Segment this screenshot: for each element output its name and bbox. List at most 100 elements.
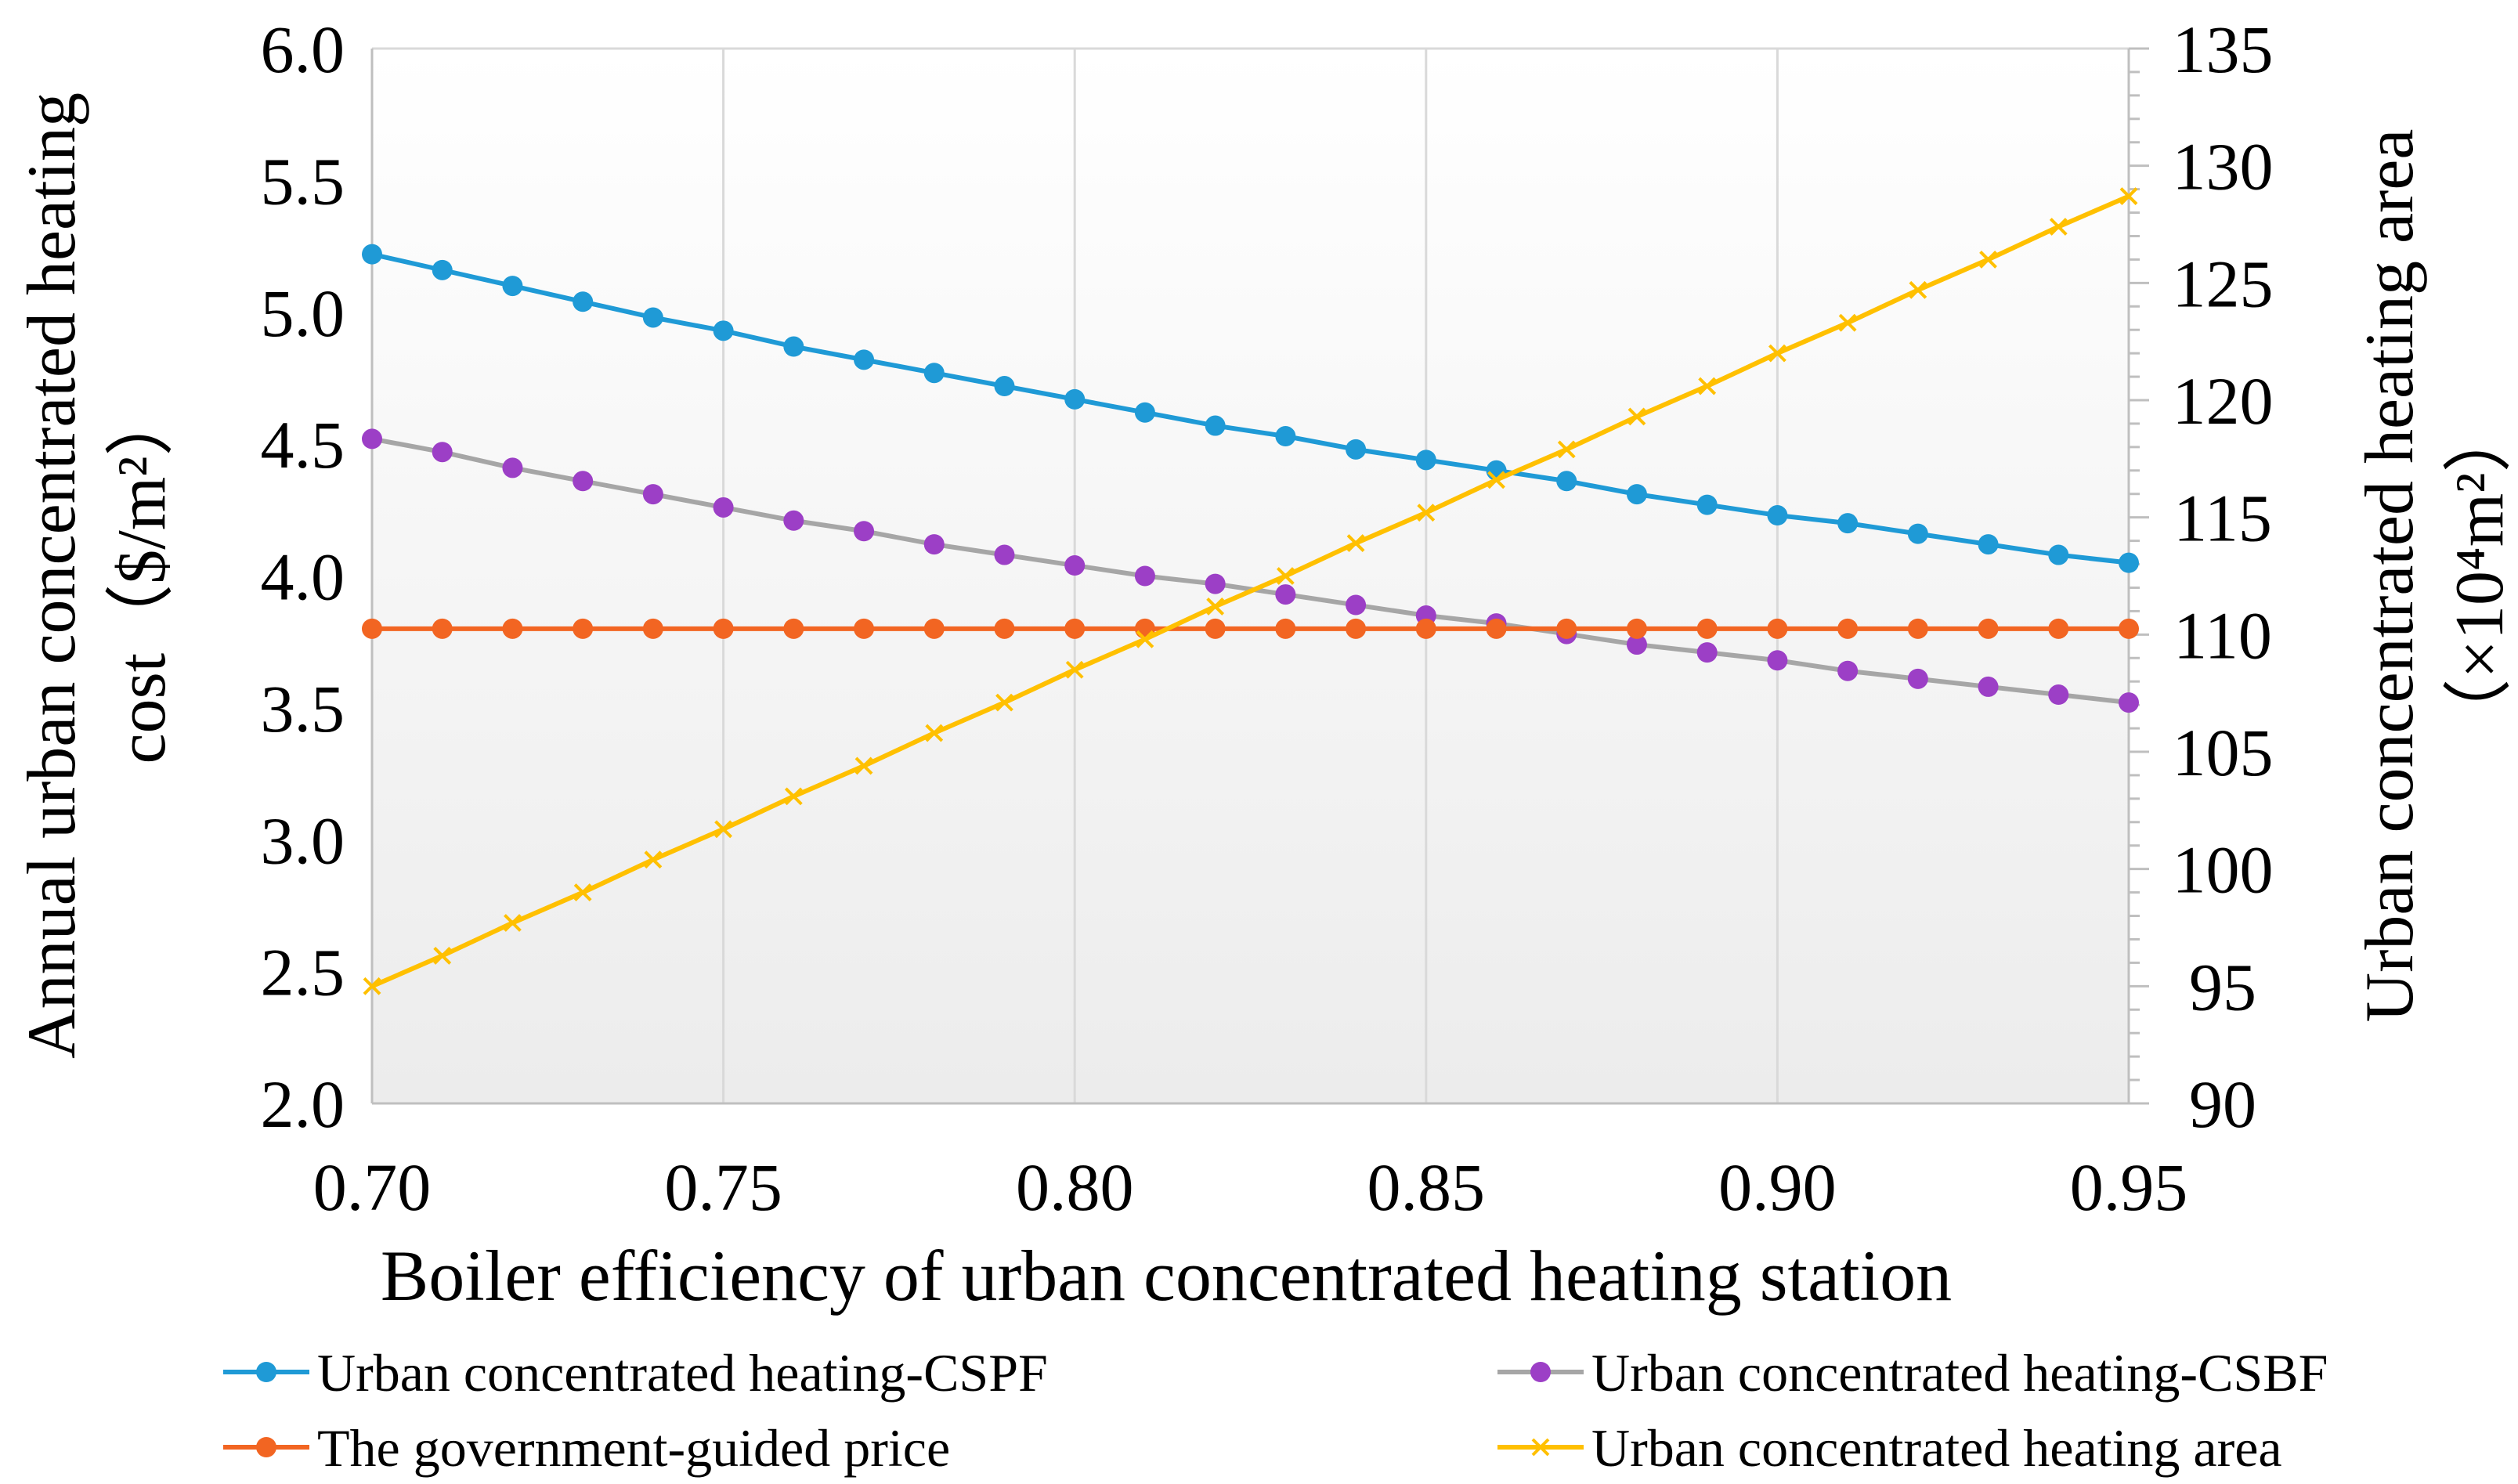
x-tick-label: 0.75 bbox=[664, 1150, 782, 1225]
data-point bbox=[502, 276, 523, 297]
legend-label: Urban concentrated heating area bbox=[1591, 1418, 2282, 1478]
data-point bbox=[432, 618, 453, 639]
y-left-tick-label: 3.5 bbox=[261, 671, 345, 746]
data-point bbox=[1837, 660, 1859, 681]
series-layer bbox=[362, 187, 2139, 995]
y-right-tick-label: 120 bbox=[2173, 363, 2274, 439]
legend-item: Urban concentrated heating-CSPF bbox=[223, 1343, 1048, 1403]
data-point bbox=[1556, 618, 1577, 639]
data-point bbox=[1907, 668, 1928, 689]
data-point bbox=[994, 618, 1015, 639]
data-point bbox=[1626, 618, 1647, 639]
data-point bbox=[1837, 513, 1859, 534]
data-point bbox=[923, 363, 945, 384]
y-left-tick-label: 4.0 bbox=[261, 540, 345, 615]
y-left-tick-label: 6.0 bbox=[261, 12, 345, 87]
legend-swatch-marker bbox=[256, 1362, 276, 1382]
data-point bbox=[2048, 544, 2069, 565]
legend-swatch-marker bbox=[1530, 1362, 1551, 1382]
data-point bbox=[1556, 471, 1577, 492]
data-point bbox=[1696, 642, 1718, 663]
y-right-tick-label: 105 bbox=[2173, 715, 2274, 790]
data-point bbox=[1415, 450, 1436, 471]
data-point bbox=[1557, 440, 1576, 459]
data-point bbox=[1978, 618, 1999, 639]
data-point bbox=[854, 521, 875, 542]
data-point bbox=[1979, 250, 1997, 269]
data-point bbox=[2049, 218, 2068, 236]
data-point bbox=[1346, 534, 1365, 553]
data-point bbox=[432, 442, 453, 463]
x-tick-label: 0.90 bbox=[1718, 1150, 1837, 1225]
series-3 bbox=[362, 618, 2139, 639]
data-point bbox=[1415, 618, 1436, 639]
x-tick-label: 0.70 bbox=[313, 1150, 432, 1225]
plot-area bbox=[372, 49, 2129, 1103]
data-point bbox=[573, 618, 594, 639]
data-point bbox=[2119, 187, 2138, 205]
y-right-tick-label: 135 bbox=[2173, 12, 2274, 87]
data-point bbox=[783, 618, 804, 639]
series-2 bbox=[362, 428, 2139, 713]
data-point bbox=[1626, 634, 1647, 655]
data-point bbox=[1487, 471, 1505, 489]
series-4 bbox=[363, 187, 2138, 995]
data-point bbox=[1205, 415, 1226, 436]
data-point bbox=[2119, 552, 2139, 573]
data-point bbox=[362, 618, 382, 639]
y-axis-left-label-line1: Annual urban concentrated heating bbox=[14, 92, 90, 1059]
data-point bbox=[1275, 426, 1296, 447]
legend: Urban concentrated heating-CSPF Urban con… bbox=[223, 1343, 2328, 1478]
series-1 bbox=[362, 244, 2139, 573]
x-tick-label: 0.80 bbox=[1016, 1150, 1134, 1225]
data-point bbox=[1907, 523, 1928, 544]
data-point bbox=[1346, 594, 1367, 616]
data-point bbox=[923, 618, 945, 639]
data-point bbox=[642, 618, 663, 639]
y-axis-right-label-line1: Urban concentrated heating area bbox=[2352, 129, 2428, 1023]
data-point bbox=[854, 756, 873, 775]
data-point bbox=[1767, 650, 1788, 671]
data-point bbox=[1275, 584, 1296, 605]
data-point bbox=[1767, 618, 1788, 639]
data-point bbox=[1978, 676, 1999, 697]
data-point bbox=[713, 618, 734, 639]
data-point bbox=[1136, 630, 1154, 648]
x-tick-label: 0.95 bbox=[2070, 1150, 2188, 1225]
y-right-tick-label: 115 bbox=[2173, 481, 2272, 556]
y-axis-left-label-line2: cost（$/m²） bbox=[104, 387, 180, 764]
data-point bbox=[995, 693, 1013, 712]
legend-swatch-marker bbox=[256, 1437, 276, 1457]
data-point bbox=[1134, 402, 1155, 423]
data-point bbox=[1626, 484, 1647, 505]
y-right-tick-label: 95 bbox=[2189, 949, 2256, 1024]
series-line bbox=[370, 193, 2130, 989]
data-point bbox=[362, 428, 382, 450]
legend-item: Urban concentrated heating area bbox=[1497, 1418, 2282, 1478]
data-point bbox=[644, 850, 663, 869]
data-point bbox=[783, 510, 804, 531]
data-point bbox=[2048, 618, 2069, 639]
data-point bbox=[714, 820, 733, 839]
data-point bbox=[573, 291, 594, 312]
data-point bbox=[1627, 407, 1646, 426]
data-point bbox=[363, 977, 381, 995]
y-left-tick-label: 5.5 bbox=[261, 143, 345, 218]
data-point bbox=[1909, 280, 1927, 299]
data-point bbox=[433, 947, 452, 965]
data-point bbox=[1134, 565, 1155, 587]
data-point bbox=[713, 496, 734, 518]
data-point bbox=[854, 618, 875, 639]
data-point bbox=[1205, 573, 1226, 594]
data-point bbox=[573, 471, 594, 492]
data-point bbox=[1276, 567, 1295, 585]
data-point bbox=[2048, 684, 2069, 706]
data-point bbox=[1698, 377, 1717, 395]
data-point bbox=[1065, 660, 1084, 679]
legend-item: Urban concentrated heating-CSBF bbox=[1497, 1343, 2328, 1403]
y-left-tick-label: 2.0 bbox=[261, 1067, 345, 1142]
data-point bbox=[502, 618, 523, 639]
data-point bbox=[1838, 313, 1857, 332]
y-left-tick-label: 4.5 bbox=[261, 407, 345, 482]
